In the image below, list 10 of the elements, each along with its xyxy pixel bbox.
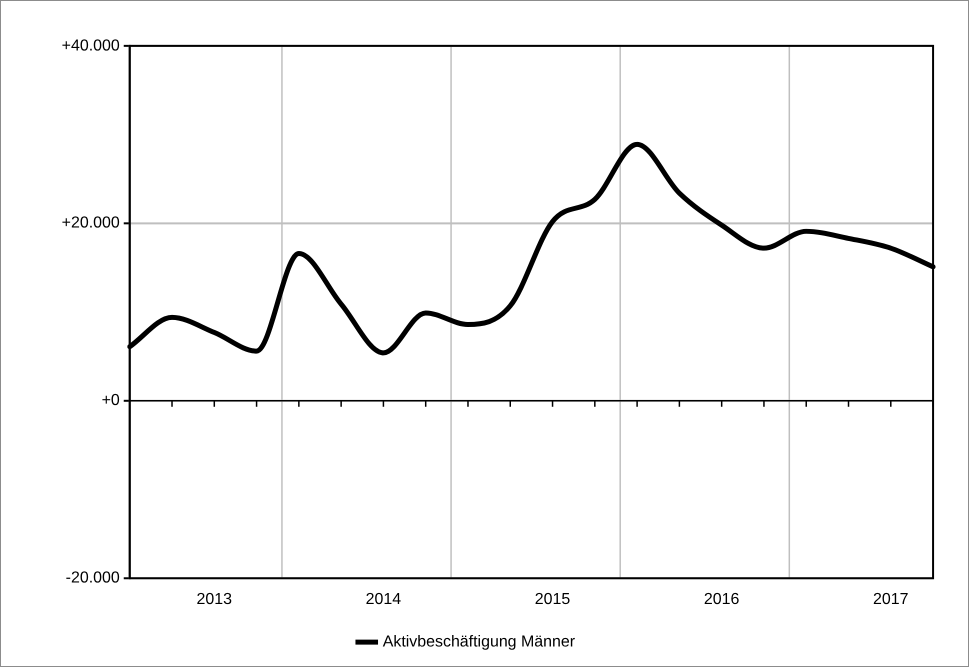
x-tick-label: 2016 bbox=[704, 591, 740, 608]
x-tick-label: 2017 bbox=[873, 591, 909, 608]
y-tick-label: -20.000 bbox=[66, 570, 120, 587]
y-tick-label: +20.000 bbox=[62, 214, 120, 232]
legend-label: Aktivbeschäftigung Männer bbox=[382, 633, 576, 650]
x-tick-label: 2015 bbox=[534, 591, 570, 608]
x-tick-label: 2013 bbox=[196, 591, 232, 608]
x-tick-label: 2014 bbox=[366, 591, 402, 608]
y-tick-label: +0 bbox=[102, 392, 120, 410]
y-tick-label: +40.000 bbox=[62, 37, 120, 54]
